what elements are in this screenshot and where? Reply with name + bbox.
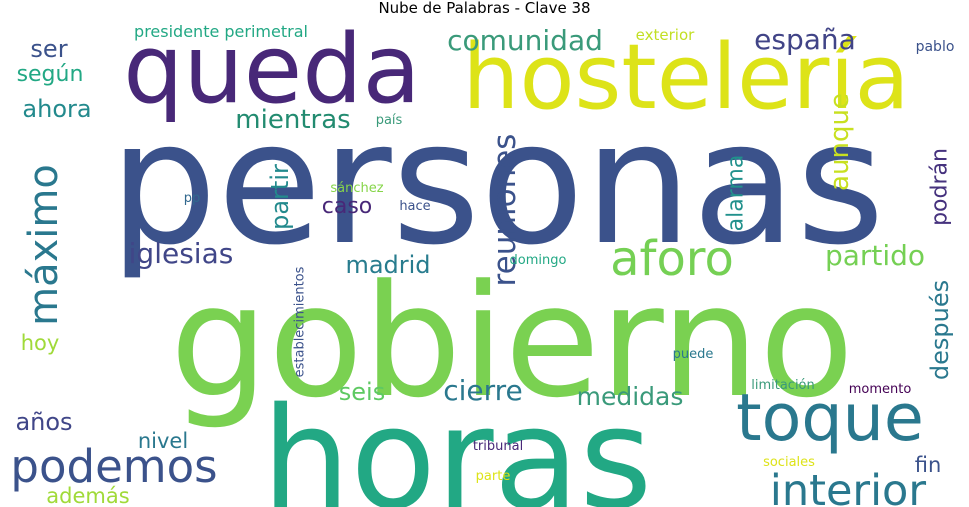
word-hostelería: hostelería bbox=[462, 25, 909, 130]
word-iglesias: iglesias bbox=[129, 237, 234, 270]
word-parte: parte bbox=[476, 469, 511, 484]
word-reuniones: reuniones bbox=[487, 134, 523, 287]
word-nivel: nivel bbox=[138, 429, 188, 453]
word-partido: partido bbox=[825, 239, 925, 272]
word-queda: queda bbox=[123, 15, 420, 125]
word-limitación: limitación bbox=[751, 378, 815, 393]
word-partir: partir bbox=[266, 164, 294, 230]
word-fin: fin bbox=[915, 453, 942, 477]
word-seis: seis bbox=[339, 378, 385, 406]
word-madrid: madrid bbox=[345, 251, 430, 279]
word-aforo: aforo bbox=[610, 231, 734, 287]
word-sánchez: sánchez bbox=[330, 181, 383, 196]
chart-title: Nube de Palabras - Clave 38 bbox=[378, 0, 591, 17]
word-comunidad: comunidad bbox=[447, 24, 603, 57]
word-ahora: ahora bbox=[22, 95, 91, 123]
word-tribunal: tribunal bbox=[473, 439, 523, 454]
word-gobierno: gobierno bbox=[170, 251, 854, 432]
word-cierre: cierre bbox=[443, 374, 523, 407]
word-sociales: sociales bbox=[763, 455, 815, 470]
word-puede: puede bbox=[673, 347, 714, 362]
word-hace: hace bbox=[399, 199, 430, 214]
word-caso: caso bbox=[322, 194, 373, 219]
word-toque: toque bbox=[736, 381, 924, 456]
word-según: según bbox=[17, 62, 84, 87]
word-horas: horas bbox=[262, 378, 653, 507]
word-personas: personas bbox=[109, 85, 884, 283]
word-podemos: podemos bbox=[10, 440, 217, 493]
word-interior: interior bbox=[770, 466, 926, 507]
word-medidas: medidas bbox=[577, 382, 684, 411]
word-establecimientos: establecimientos bbox=[293, 266, 308, 377]
word-hoy: hoy bbox=[21, 331, 60, 355]
word-además: además bbox=[46, 484, 129, 507]
word-alarma: alarma bbox=[724, 155, 749, 232]
word-país: país bbox=[376, 113, 403, 128]
word-ser: ser bbox=[30, 35, 67, 63]
word-años: años bbox=[15, 408, 72, 436]
word-españa: españa bbox=[754, 23, 856, 56]
word-pp: pp bbox=[184, 191, 201, 206]
word-pablo: pablo bbox=[916, 39, 955, 55]
word-aunque: aunque bbox=[825, 93, 855, 191]
word-domingo: domingo bbox=[510, 253, 567, 268]
word-exterior: exterior bbox=[636, 26, 695, 44]
word-presidente-perimetral: presidente perimetral bbox=[134, 22, 308, 41]
word-podrán: podrán bbox=[928, 148, 953, 226]
word-mientras: mientras bbox=[235, 105, 350, 135]
word-momento: momento bbox=[849, 382, 912, 397]
word-después: después bbox=[926, 280, 954, 380]
word-máximo: máximo bbox=[21, 164, 67, 326]
